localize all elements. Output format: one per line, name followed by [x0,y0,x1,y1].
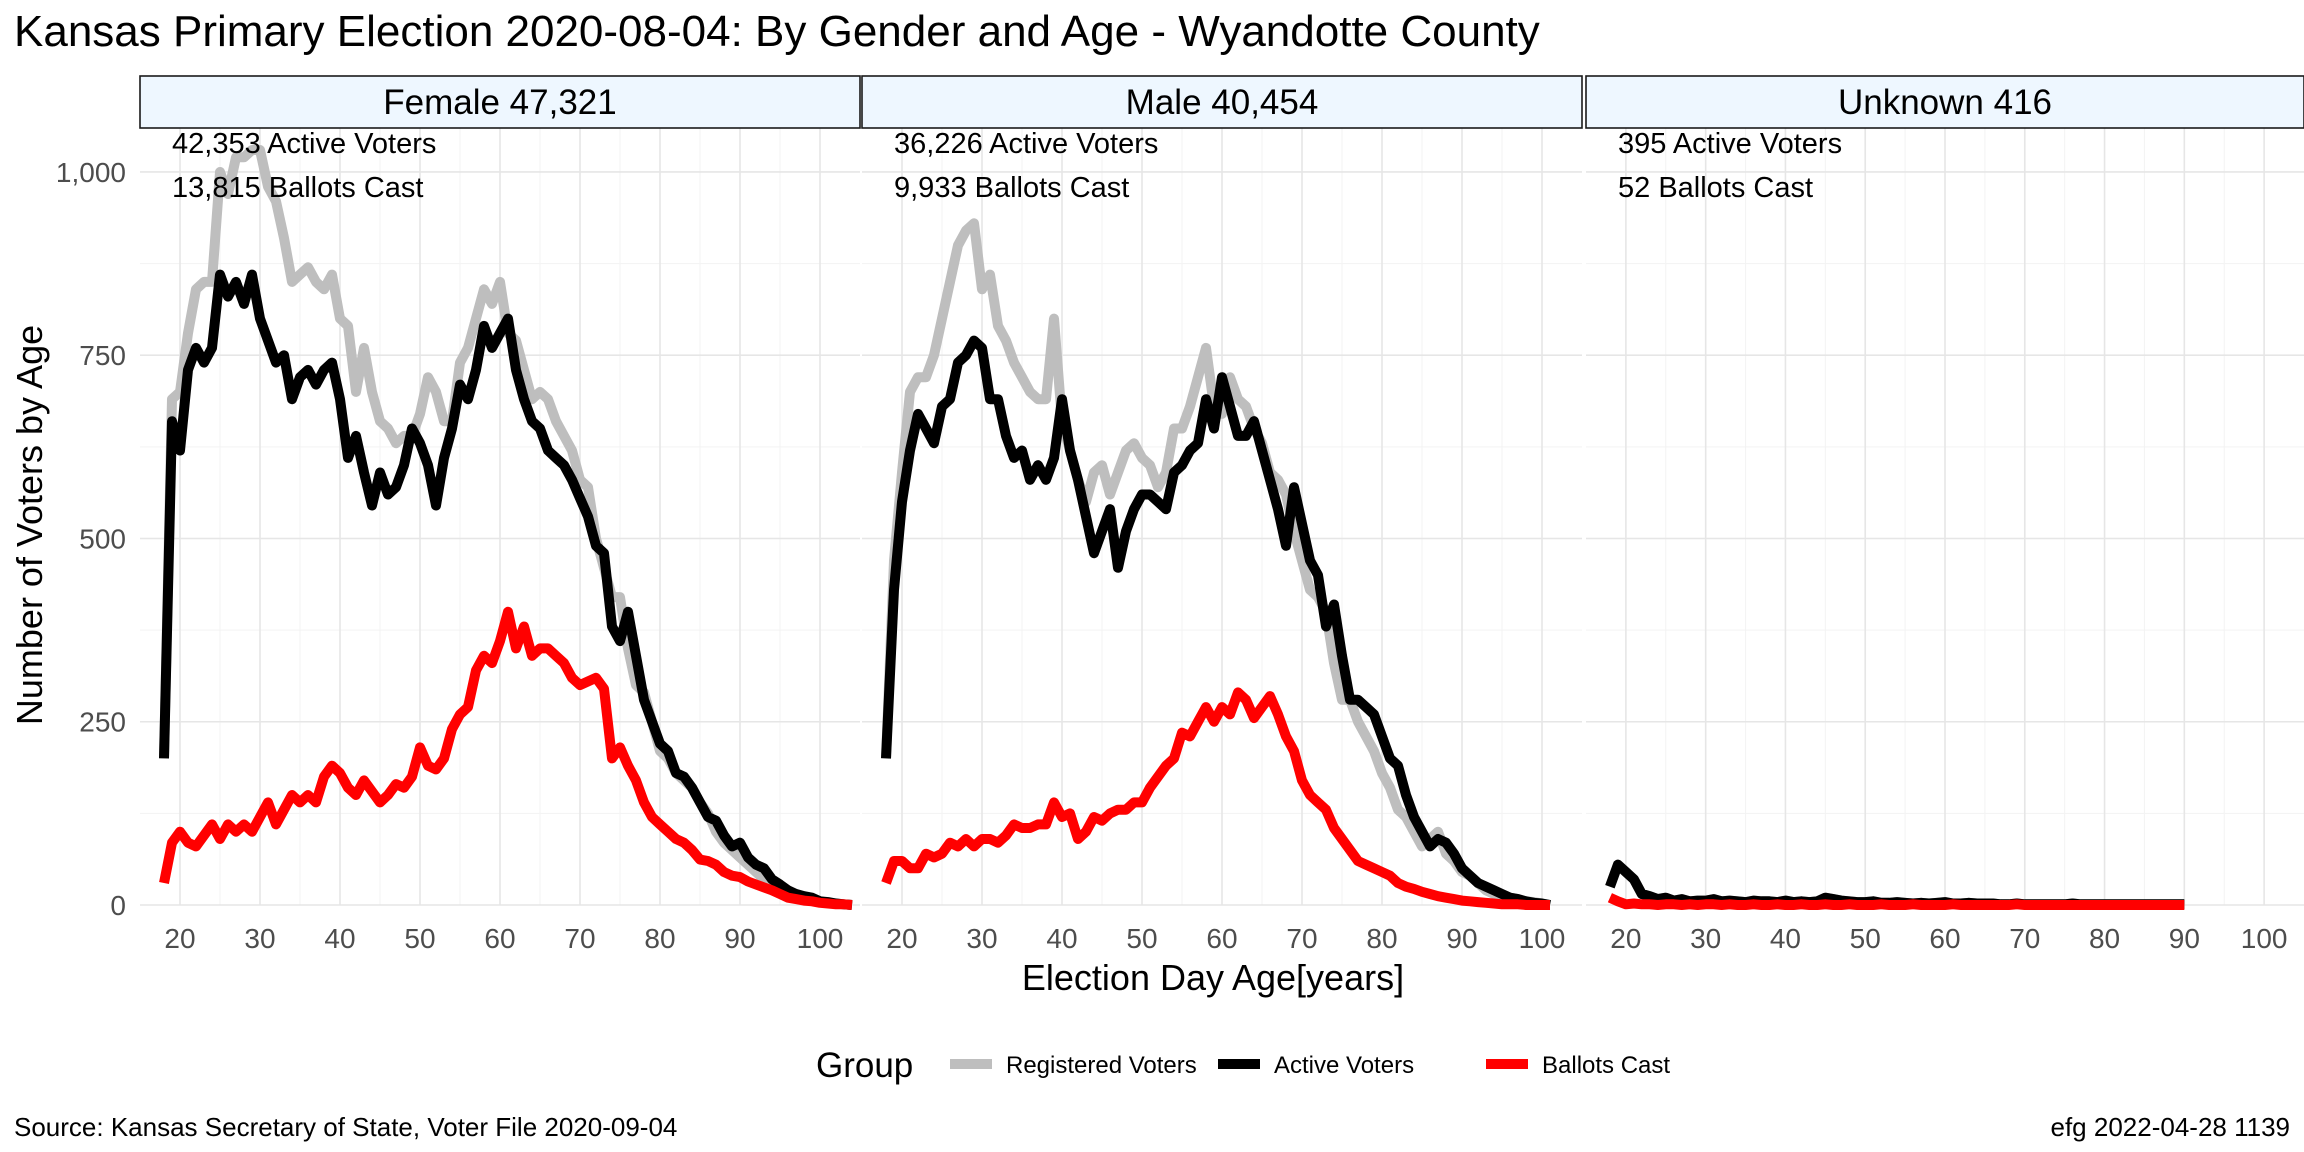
x-axis-title: Election Day Age[years] [1022,957,1404,998]
x-tick-label: 100 [1519,923,1566,954]
x-tick-label: 80 [1366,923,1397,954]
panel-0: 20 30 40 50 60 70 80 90 100 0 250 500 750 1,000 Female… [56,75,861,954]
facet-strip-label: Female 47,321 [383,83,616,122]
x-tick-label: 30 [1690,923,1721,954]
y-tick-label: 1,000 [56,157,126,188]
x-tick-label: 100 [797,923,844,954]
series-line-ballots-cast [1607,893,2185,910]
x-tick-label: 20 [164,923,195,954]
panel-annotation: 395 Active Voters [1618,128,1842,160]
panel-annotation: 52 Ballots Cast [1618,172,1813,204]
x-tick-label: 100 [2241,923,2288,954]
y-tick-label: 500 [79,523,126,554]
x-tick-label: 60 [1206,923,1237,954]
series-line-active-voters [159,269,853,910]
facet-strip-label: Unknown 416 [1838,83,2052,122]
x-tick-label: 60 [484,923,515,954]
x-tick-label: 20 [1610,923,1641,954]
legend-label: Active Voters [1274,1052,1414,1079]
source-caption: Source: Kansas Secretary of State, Voter… [14,1112,677,1142]
panel-annotation: 13,815 Ballots Cast [172,172,423,204]
y-axis-title: Number of Voters by Age [9,325,50,725]
facet-strip [1585,75,2304,129]
legend-label: Ballots Cast [1542,1052,1670,1079]
y-tick-label: 0 [110,890,126,921]
x-tick-label: 70 [2009,923,2040,954]
x-tick-label: 40 [1770,923,1801,954]
x-tick-label: 80 [2089,923,2120,954]
panel-annotation: 9,933 Ballots Cast [894,172,1129,204]
legend-title: Group [816,1046,913,1085]
series-line-active-voters [1605,859,2185,910]
panel-2: 20 30 40 50 60 70 80 90 100 Unknown 416 395 Active… [1585,75,2304,954]
facet-strip-label: Male 40,454 [1126,83,1319,122]
chart-title: Kansas Primary Election 2020-08-04: By G… [14,7,1540,56]
series-line-registered-voters [881,218,1551,910]
facet-strip [861,75,1583,129]
legend-label: Registered Voters [1006,1052,1197,1079]
legend: Group Registered Voters Active Voters Ball… [816,1046,1670,1085]
x-tick-label: 70 [564,923,595,954]
x-tick-label: 50 [1850,923,1881,954]
series-line-ballots-cast [881,687,1550,910]
panel-annotation: 42,353 Active Voters [172,128,436,160]
x-tick-label: 50 [404,923,435,954]
y-tick-label: 250 [79,707,126,738]
facet-strip [139,75,861,129]
x-tick-label: 70 [1286,923,1317,954]
y-tick-label: 750 [79,340,126,371]
x-tick-label: 90 [2169,923,2200,954]
x-tick-label: 40 [1046,923,1077,954]
series-line-active-voters [881,335,1551,910]
panel-1: 20 30 40 50 60 70 80 90 100 Male 40,454 36,226 Act… [861,75,1583,954]
x-tick-label: 90 [1446,923,1477,954]
x-tick-label: 40 [324,923,355,954]
x-tick-label: 60 [1929,923,1960,954]
chart-panels: 20 30 40 50 60 70 80 90 100 0 250 500 750 1,000 Female… [56,75,2304,954]
series-line-ballots-cast [159,606,853,910]
x-tick-label: 30 [966,923,997,954]
x-tick-label: 20 [886,923,917,954]
panel-annotation: 36,226 Active Voters [894,128,1158,160]
x-tick-label: 90 [724,923,755,954]
x-tick-label: 30 [244,923,275,954]
x-tick-label: 80 [644,923,675,954]
credit-caption: efg 2022-04-28 1139 [2051,1112,2291,1142]
x-tick-label: 50 [1126,923,1157,954]
